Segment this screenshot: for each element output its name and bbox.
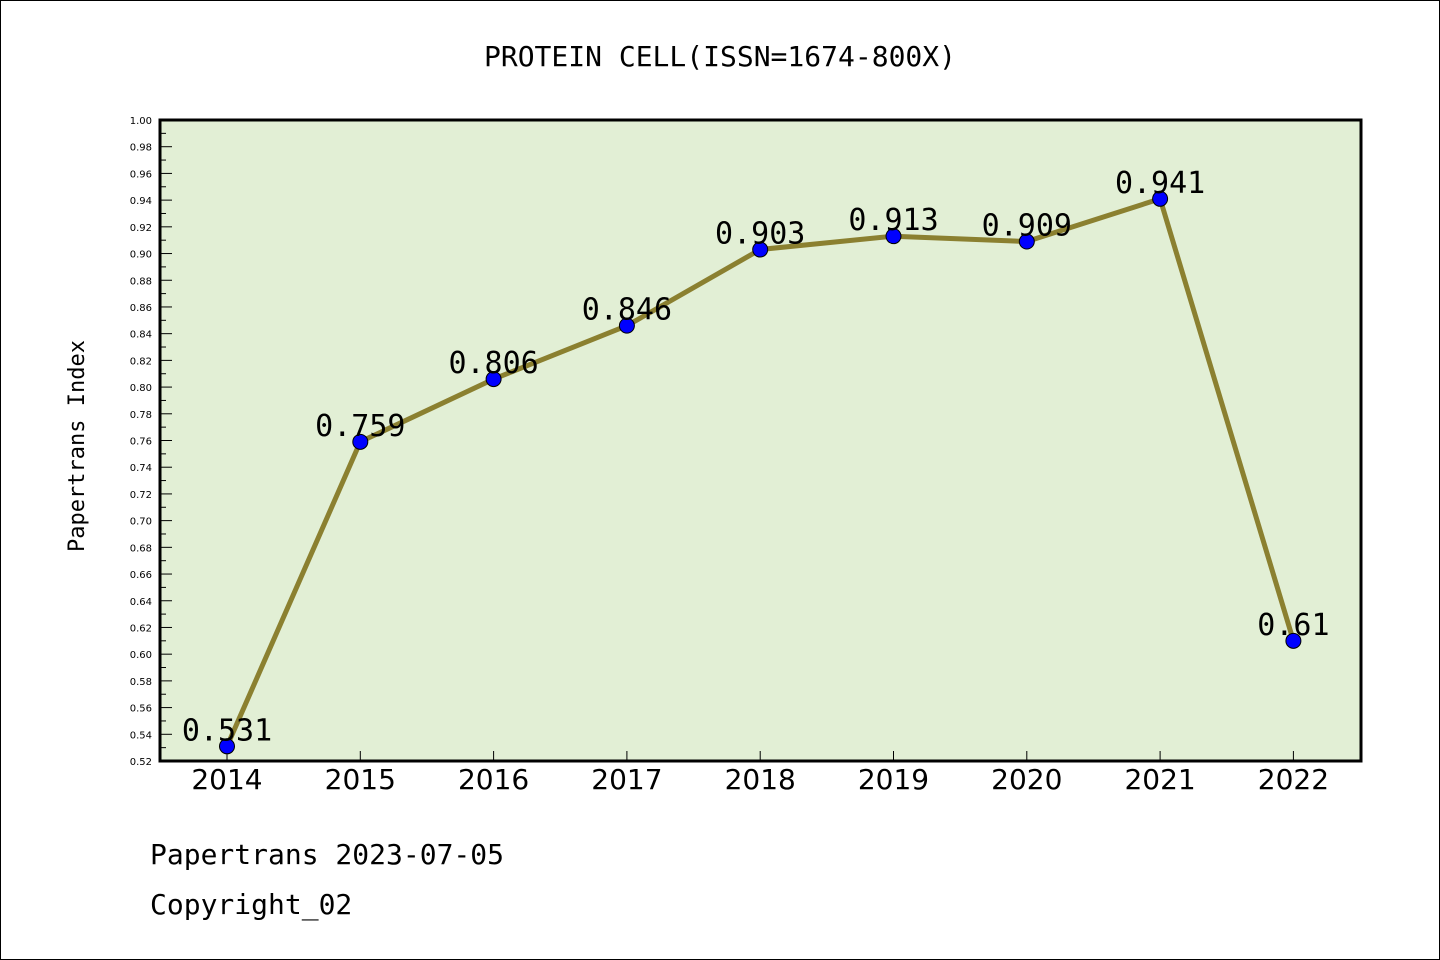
y-tick-label: 0.86 — [130, 303, 152, 314]
y-tick-label: 0.98 — [130, 143, 152, 154]
y-axis-label: Papertrans Index — [65, 340, 90, 552]
y-tick-label: 0.92 — [130, 223, 152, 234]
data-label: 0.806 — [448, 346, 538, 381]
data-point — [885, 228, 902, 245]
data-point — [618, 317, 635, 334]
data-label: 0.61 — [1257, 608, 1329, 643]
data-label: 0.903 — [715, 217, 805, 252]
y-tick-label: 0.96 — [130, 169, 152, 180]
chart-title: PROTEIN CELL(ISSN=1674-800X) — [484, 40, 956, 73]
y-tick-label: 0.60 — [130, 650, 152, 661]
data-label: 0.909 — [982, 209, 1072, 244]
x-tick-label: 2020 — [991, 763, 1062, 796]
data-label: 0.913 — [848, 203, 938, 238]
data-point — [1018, 233, 1035, 250]
x-tick-label: 2022 — [1258, 763, 1329, 796]
footer-source: Papertrans 2023-07-05 — [150, 838, 504, 871]
x-tick-label: 2017 — [591, 763, 662, 796]
y-tick-label: 0.54 — [130, 730, 152, 741]
y-tick-label: 0.56 — [130, 704, 152, 715]
y-tick-label: 0.68 — [130, 543, 152, 554]
data-point — [485, 371, 502, 388]
data-point — [219, 738, 235, 755]
y-tick-label: 0.64 — [130, 597, 152, 608]
y-tick-label: 0.72 — [130, 490, 152, 501]
x-tick-label: 2019 — [858, 763, 929, 796]
data-point — [352, 433, 369, 450]
data-series: 0.531 0.759 0.806 0.846 0.903 0.913 0.909 0.941… — [182, 166, 1330, 755]
data-point — [1152, 190, 1169, 207]
y-tick-label: 0.58 — [130, 677, 152, 688]
y-tick-label: 0.52 — [130, 757, 152, 768]
x-tick-label: 2015 — [325, 763, 396, 796]
y-tick-label: 0.84 — [130, 330, 152, 341]
footer-copyright: Copyright_02 — [150, 888, 352, 922]
y-tick-label: 0.88 — [130, 276, 152, 287]
y-tick-label: 0.94 — [130, 196, 152, 207]
y-tick-label: 0.78 — [130, 410, 152, 421]
data-point — [752, 241, 769, 258]
x-tick-label: 2021 — [1124, 763, 1195, 796]
y-tick-label: 0.66 — [130, 570, 152, 581]
x-axis-ticks: 2014 2015 2016 2017 2018 2019 2020 2021 2022 — [191, 751, 1329, 796]
data-label: 0.531 — [182, 713, 272, 748]
y-tick-label: 0.90 — [130, 250, 152, 261]
y-tick-label: 0.82 — [130, 356, 152, 367]
x-tick-label: 2018 — [725, 763, 796, 796]
x-tick-label: 2016 — [458, 763, 529, 796]
data-point — [1285, 632, 1302, 649]
y-tick-label: 0.80 — [130, 383, 152, 394]
x-tick-label: 2014 — [191, 763, 262, 796]
data-label: 0.941 — [1115, 166, 1205, 201]
y-tick-label: 0.70 — [130, 517, 152, 528]
y-tick-label: 0.76 — [130, 437, 152, 448]
y-axis-ticks: 0.52 0.54 0.56 0.58 0.60 0.62 0.64 0.66 0.68 0.70… — [130, 116, 172, 768]
y-tick-label: 1.00 — [130, 116, 152, 127]
y-tick-label: 0.62 — [130, 623, 152, 634]
data-label: 0.759 — [315, 409, 405, 444]
data-label: 0.846 — [582, 293, 672, 328]
y-tick-label: 0.74 — [130, 463, 152, 474]
